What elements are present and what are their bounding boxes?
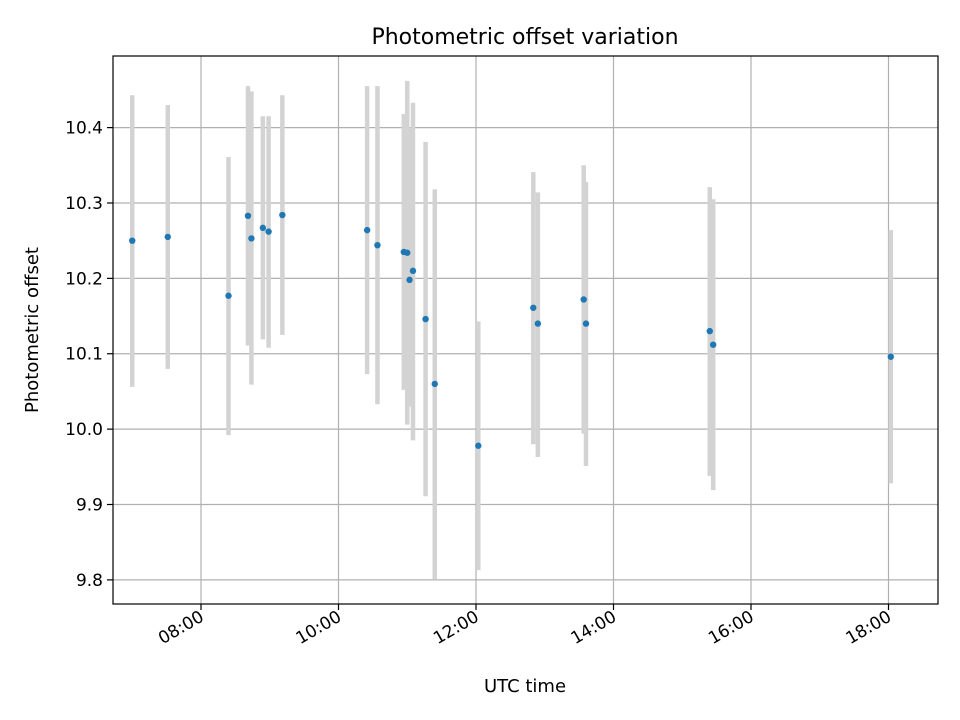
data-point: [244, 212, 252, 220]
y-tick-label: 10.2: [65, 269, 103, 289]
data-point: [406, 276, 413, 284]
data-point: [225, 292, 232, 299]
chart-title: Photometric offset variation: [371, 25, 678, 50]
data-point: [404, 249, 411, 256]
y-axis-label: Photometric offset: [22, 247, 43, 413]
data-point: [431, 380, 438, 388]
data-point: [164, 233, 171, 241]
y-tick-label: 9.9: [76, 496, 103, 516]
data-point: [279, 211, 286, 219]
x-axis-label: UTC time: [484, 676, 566, 697]
plot-frame: [112, 55, 939, 605]
data-points: [129, 211, 894, 449]
y-tick-label: 10.3: [65, 194, 103, 214]
data-point: [129, 237, 136, 244]
data-point: [422, 315, 429, 323]
data-point: [363, 226, 371, 234]
y-tick-label: 10.4: [65, 119, 103, 139]
data-point: [534, 320, 542, 327]
data-point: [530, 304, 537, 311]
data-point: [265, 228, 272, 235]
data-point: [582, 320, 590, 327]
data-point: [374, 241, 381, 249]
data-point: [475, 442, 482, 449]
y-tick-label: 10.1: [65, 345, 103, 365]
y-tick-label: 10.0: [65, 420, 103, 440]
data-point: [248, 235, 255, 242]
data-point: [259, 224, 267, 232]
y-tick-label: 9.8: [76, 571, 103, 591]
data-point: [706, 327, 713, 335]
data-point: [409, 267, 417, 275]
data-point: [887, 353, 894, 360]
data-point: [709, 341, 717, 348]
data-point: [580, 296, 587, 303]
grid-lines: [113, 56, 938, 604]
